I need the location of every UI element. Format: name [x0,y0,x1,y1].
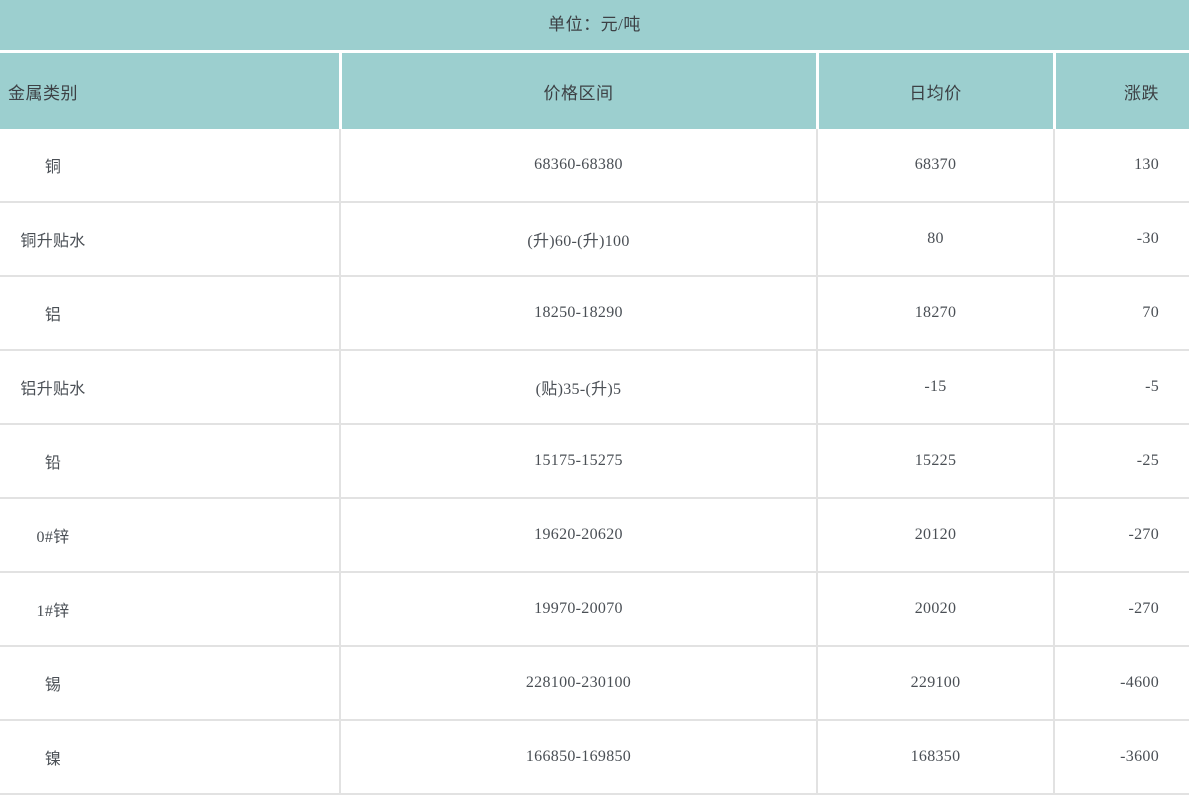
table-row: 铝 18250-18290 18270 70 [0,276,1189,351]
cell-average: 229100 [817,646,1055,721]
cell-range: 228100-230100 [340,646,818,721]
cell-average: 20020 [817,572,1055,647]
unit-banner: 单位：元/吨 [0,0,1189,50]
metal-name: 镍 [44,751,62,768]
cell-metal: 铅 [0,424,341,499]
cell-range: 19620-20620 [340,498,818,573]
cell-change: -4600 [1054,646,1189,721]
column-header-metal: 金属类别 [0,53,342,129]
cell-metal: 镍 [0,720,341,795]
cell-average: 68370 [817,129,1055,203]
metal-name: 0#锌 [36,529,70,546]
cell-average: 80 [817,202,1055,277]
metal-name: 铝 [44,307,62,324]
cell-change: 70 [1054,276,1189,351]
metal-name: 锡 [44,677,62,694]
cell-range: (贴)35-(升)5 [340,350,818,425]
cell-average: 20120 [817,498,1055,573]
cell-average: 15225 [817,424,1055,499]
cell-metal: 铜升贴水 [0,202,341,277]
metal-name: 铅 [44,455,62,472]
metal-name: 铝升贴水 [20,381,86,398]
table-row: 铝升贴水 (贴)35-(升)5 -15 -5 [0,350,1189,425]
table-row: 铜升贴水 (升)60-(升)100 80 -30 [0,202,1189,277]
cell-change: -270 [1054,572,1189,647]
cell-range: (升)60-(升)100 [340,202,818,277]
cell-metal: 锡 [0,646,341,721]
cell-metal: 0#锌 [0,498,341,573]
cell-range: 166850-169850 [340,720,818,795]
cell-range: 15175-15275 [340,424,818,499]
table-header: 金属类别 价格区间 日均价 涨跌 [0,53,1189,129]
cell-change: -30 [1054,202,1189,277]
table-row: 铜 68360-68380 68370 130 [0,129,1189,203]
column-header-change: 涨跌 [1054,53,1189,129]
cell-change: 130 [1054,129,1189,203]
banner-divider [0,50,1189,53]
unit-label: 单位：元/吨 [548,14,641,34]
table-body: 铜 68360-68380 68370 130 铜升贴水 (升)60-(升)10… [0,129,1189,795]
cell-change: -25 [1054,424,1189,499]
cell-metal: 铝 [0,276,341,351]
table-row: 镍 166850-169850 168350 -3600 [0,720,1189,795]
cell-metal: 铜 [0,129,341,203]
metal-name: 铜 [44,159,62,176]
table-row: 锡 228100-230100 229100 -4600 [0,646,1189,721]
cell-change: -3600 [1054,720,1189,795]
table-row: 铅 15175-15275 15225 -25 [0,424,1189,499]
column-header-range: 价格区间 [340,53,819,129]
cell-metal: 1#锌 [0,572,341,647]
header-row: 金属类别 价格区间 日均价 涨跌 [0,53,1189,129]
cell-metal: 铝升贴水 [0,350,341,425]
cell-change: -5 [1054,350,1189,425]
cell-average: 168350 [817,720,1055,795]
metal-name: 铜升贴水 [20,233,86,250]
cell-average: -15 [817,350,1055,425]
metal-price-table: 金属类别 价格区间 日均价 涨跌 铜 68360-68380 68370 130… [0,53,1189,795]
cell-range: 18250-18290 [340,276,818,351]
cell-range: 19970-20070 [340,572,818,647]
cell-change: -270 [1054,498,1189,573]
cell-range: 68360-68380 [340,129,818,203]
table-row: 0#锌 19620-20620 20120 -270 [0,498,1189,573]
column-header-average: 日均价 [817,53,1056,129]
metal-name: 1#锌 [36,603,70,620]
cell-average: 18270 [817,276,1055,351]
table-row: 1#锌 19970-20070 20020 -270 [0,572,1189,647]
